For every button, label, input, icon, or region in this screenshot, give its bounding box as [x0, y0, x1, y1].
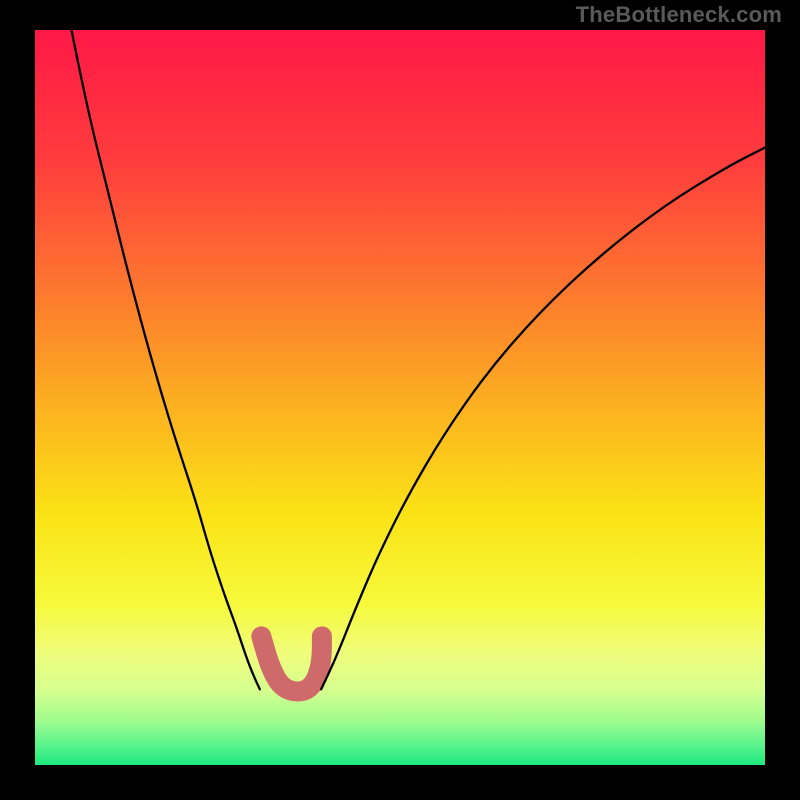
gradient-curve-chart — [35, 30, 765, 765]
plot-area — [35, 30, 765, 765]
gradient-background — [35, 30, 765, 765]
watermark-text: TheBottleneck.com — [576, 2, 782, 28]
chart-canvas: TheBottleneck.com — [0, 0, 800, 800]
